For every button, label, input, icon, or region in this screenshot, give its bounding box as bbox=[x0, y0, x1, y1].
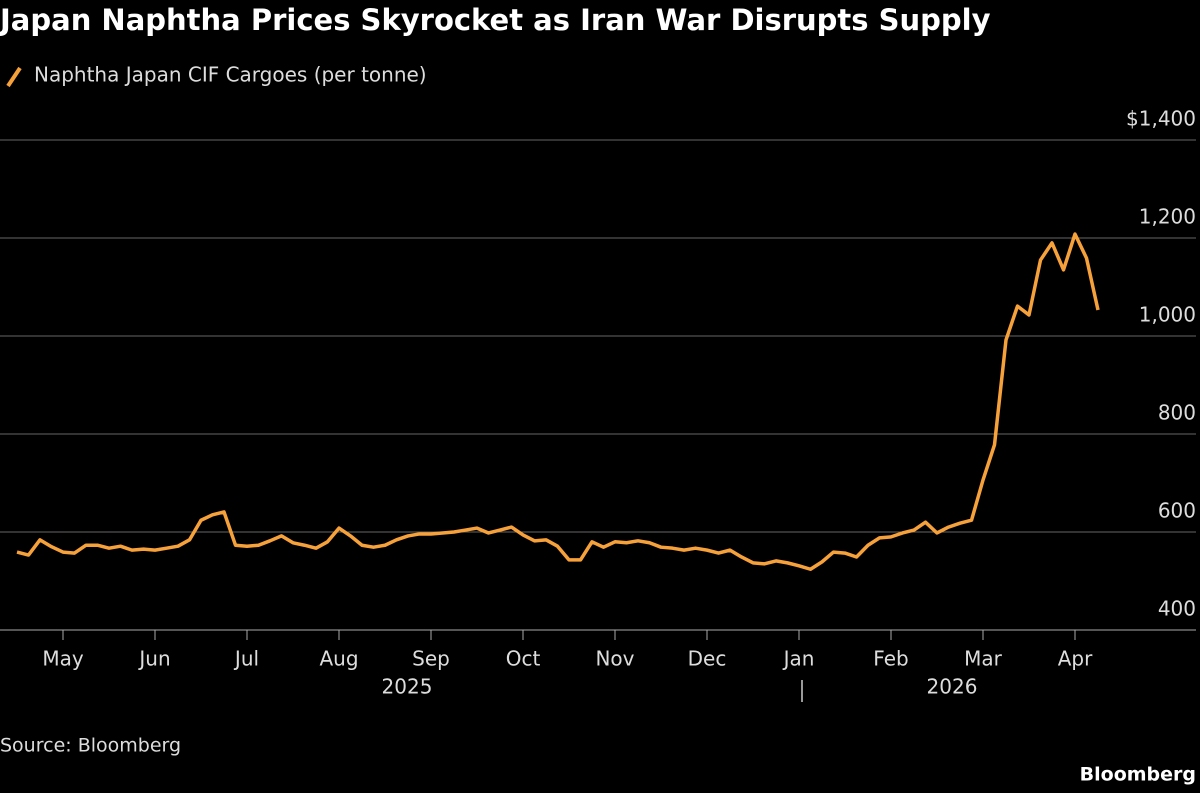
x-tick-label: Jun bbox=[137, 647, 170, 671]
chart-title: Japan Naphtha Prices Skyrocket as Iran W… bbox=[0, 3, 991, 37]
source: Source: Bloomberg bbox=[0, 735, 181, 757]
x-tick-label: Mar bbox=[964, 647, 1003, 671]
x-tick-label: Dec bbox=[688, 647, 727, 671]
y-tick-label: 800 bbox=[1158, 401, 1196, 425]
legend-label: Naphtha Japan CIF Cargoes (per tonne) bbox=[34, 63, 427, 87]
x-tick-label: Aug bbox=[319, 647, 358, 671]
x-tick-label: Oct bbox=[506, 647, 541, 671]
year-label: 2026 bbox=[927, 675, 978, 699]
x-tick-label: Nov bbox=[595, 647, 634, 671]
x-tick-label: Apr bbox=[1058, 647, 1093, 671]
y-tick-label: 400 bbox=[1158, 597, 1196, 621]
y-tick-label: 1,200 bbox=[1139, 205, 1196, 229]
x-tick-label: Sep bbox=[412, 647, 450, 671]
y-tick-label: $1,400 bbox=[1126, 107, 1196, 131]
x-tick-label: Feb bbox=[873, 647, 908, 671]
x-tick-label: Jan bbox=[782, 647, 815, 671]
brand: Bloomberg bbox=[1080, 764, 1196, 786]
line bbox=[16, 232, 1100, 571]
x-tick-label: May bbox=[42, 647, 84, 671]
year-label: 2025 bbox=[382, 675, 433, 699]
y-tick-label: 600 bbox=[1158, 499, 1196, 523]
y-tick-label: 1,000 bbox=[1139, 303, 1196, 327]
legend-icon bbox=[6, 66, 22, 88]
x-tick-label: Jul bbox=[233, 647, 259, 671]
